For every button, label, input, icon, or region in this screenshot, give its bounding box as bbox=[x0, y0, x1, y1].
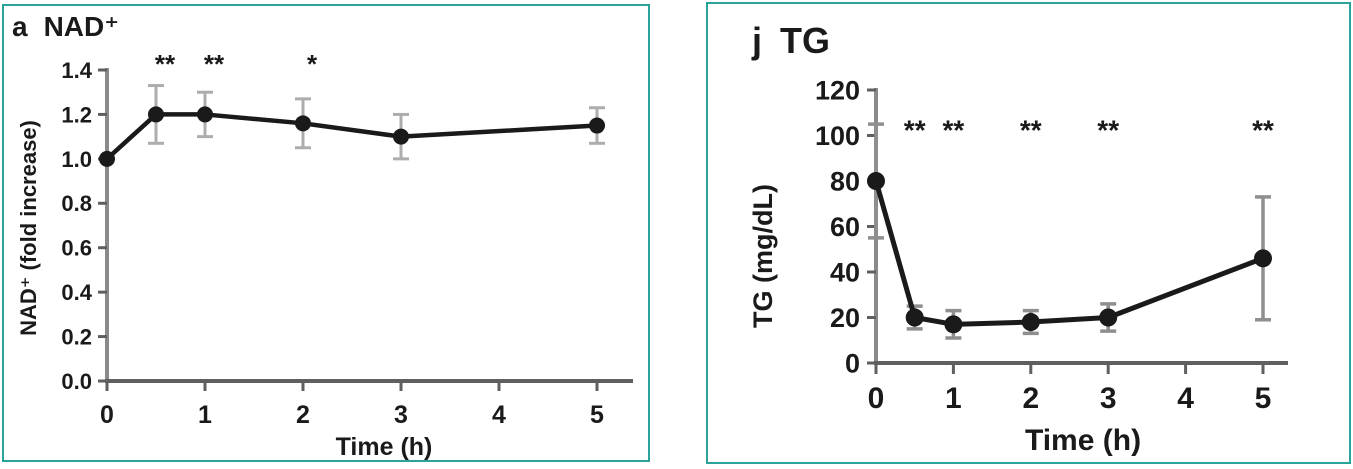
x-tick-label: 2 bbox=[296, 401, 310, 429]
significance-marker: ** bbox=[204, 49, 225, 79]
y-tick-label: 40 bbox=[830, 258, 860, 288]
panel-nad: 0.0 0.2 0.4 0.6 0.8 1.0 1.2 1.4 0 1 2 3 4 5 ** ** * Time … bbox=[2, 4, 650, 462]
significance-marker: ** bbox=[943, 115, 965, 146]
data-point bbox=[905, 308, 924, 327]
significance-marker: ** bbox=[155, 49, 176, 79]
data-point bbox=[1099, 308, 1118, 327]
significance-marker: ** bbox=[1252, 115, 1274, 146]
data-point bbox=[589, 117, 605, 134]
nad-chart: 0.00.20.40.60.81.01.21.40 1 2 3 4 5** ** *Time … bbox=[16, 49, 633, 460]
y-tick-label: 0.4 bbox=[61, 280, 92, 305]
panel-nad-title: a NAD⁺ bbox=[12, 10, 119, 43]
data-point bbox=[99, 150, 115, 167]
y-tick-label: 0 bbox=[845, 349, 860, 379]
significance-marker: ** bbox=[904, 115, 926, 146]
data-point bbox=[393, 128, 409, 145]
data-point bbox=[944, 315, 963, 334]
x-axis-title: Time (h) bbox=[336, 433, 433, 460]
x-tick-label: 3 bbox=[1100, 382, 1117, 415]
data-point bbox=[295, 115, 311, 132]
y-tick-label: 120 bbox=[815, 76, 860, 106]
y-tick-label: 0.2 bbox=[61, 324, 92, 349]
x-tick-label: 2 bbox=[1022, 382, 1039, 415]
y-axis-title: NAD⁺ (fold increase) bbox=[16, 120, 41, 336]
data-point bbox=[1254, 249, 1272, 268]
x-axis-title: Time (h) bbox=[1025, 424, 1141, 457]
x-tick-label: 4 bbox=[492, 401, 506, 429]
data-point bbox=[148, 106, 164, 123]
y-tick-label: 100 bbox=[815, 121, 860, 151]
panel-title-text: NAD⁺ bbox=[43, 11, 120, 42]
y-tick-label: 1.0 bbox=[61, 147, 92, 172]
panel-letter: j bbox=[752, 20, 763, 61]
x-tick-label: 5 bbox=[1255, 382, 1272, 415]
data-line bbox=[873, 180, 1264, 327]
x-tick-label: 3 bbox=[394, 401, 408, 429]
x-tick-label: 4 bbox=[1177, 382, 1194, 415]
y-tick-label: 1.2 bbox=[61, 102, 92, 127]
data-line bbox=[105, 112, 598, 161]
significance-marker: ** bbox=[1097, 115, 1119, 146]
x-tick-label: 5 bbox=[590, 401, 604, 429]
y-tick-label: 0.8 bbox=[61, 191, 92, 216]
data-point bbox=[1021, 313, 1040, 332]
data-point bbox=[197, 106, 213, 123]
y-tick-label: 1.4 bbox=[61, 58, 92, 83]
x-tick-label: 0 bbox=[868, 382, 885, 415]
x-tick-label: 0 bbox=[100, 401, 114, 429]
y-tick-label: 20 bbox=[830, 303, 860, 333]
y-tick-label: 0.0 bbox=[61, 369, 92, 394]
y-tick-label: 60 bbox=[830, 212, 860, 242]
significance-marker: * bbox=[307, 49, 318, 79]
tg-chart: 0 20 40 60 80 100 120 0 1 2 3 4 5 ** ** ** ** ** Time (h) T… bbox=[748, 76, 1288, 457]
panel-tg: 0 20 40 60 80 100 120 0 1 2 3 4 5 ** ** ** ** ** Time (h) T… bbox=[706, 2, 1351, 464]
significance-marker: ** bbox=[1020, 115, 1042, 146]
data-point bbox=[867, 172, 885, 190]
panel-title-text: TG bbox=[780, 20, 831, 61]
panel-letter: a bbox=[12, 11, 28, 42]
y-tick-label: 80 bbox=[830, 167, 860, 197]
y-axis-title: TG (mg/dL) bbox=[748, 184, 778, 328]
y-tick-label: 0.6 bbox=[61, 236, 92, 261]
x-tick-label: 1 bbox=[198, 401, 212, 429]
panel-tg-title: j TG bbox=[752, 20, 830, 62]
x-tick-label: 1 bbox=[945, 382, 962, 415]
